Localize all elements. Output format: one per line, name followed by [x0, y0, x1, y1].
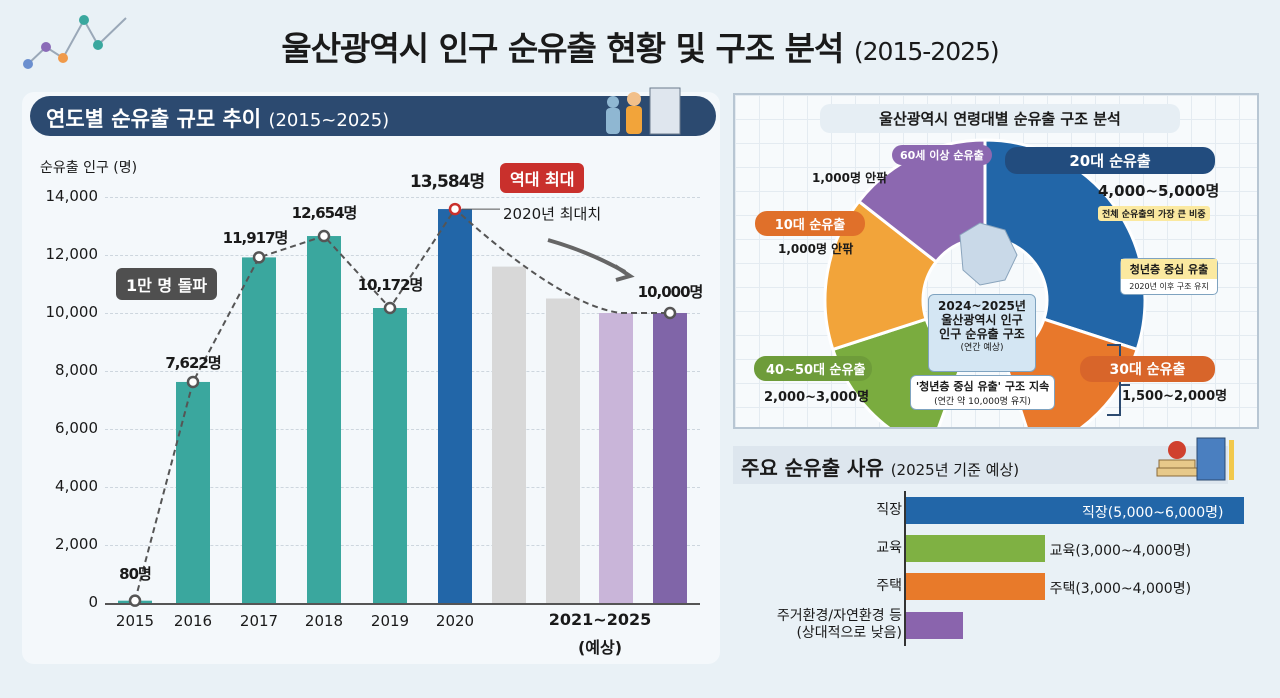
- value-60plus: 1,000명 안팎: [812, 171, 888, 185]
- donut-segment: [823, 199, 939, 352]
- grid-line: [105, 603, 700, 605]
- value-20s: 4,000~5,000명: [1098, 182, 1220, 200]
- forecast-label: 2021~2025: [548, 610, 652, 629]
- people-building-icon: [606, 87, 681, 135]
- grid-line: [105, 487, 700, 488]
- x-tick-label: 2018: [304, 612, 344, 630]
- reason-value: 교육(3,000~4,000명): [1049, 543, 1192, 559]
- x-tick-label: 2019: [370, 612, 410, 630]
- x-tick-label: 2016: [173, 612, 213, 630]
- data-label: 10,000명: [637, 283, 704, 301]
- center-line: 2024~2025년: [938, 299, 1026, 313]
- youth-main: 청년층 중심 유출: [1121, 259, 1217, 279]
- max-badge: 역대 최대: [500, 163, 585, 193]
- data-label: 13,584명: [409, 172, 485, 193]
- reason-sublabel: (상대적으로 낮음): [796, 625, 902, 641]
- pill-40-50s: 40~50대 순유출: [754, 356, 872, 381]
- reasons-header: 주요 순유출 사유 (2025년 기준 예상): [733, 446, 1228, 484]
- page-title: 울산광역시 인구 순유출 현황 및 구조 분석 (2015-2025): [0, 22, 1280, 70]
- data-label: 7,622명: [165, 353, 221, 372]
- center-summary: 2024~2025년 울산광역시 인구 인구 순유출 구조 (연간 예상): [928, 294, 1036, 372]
- data-label: 80명: [119, 564, 152, 583]
- trend-section-header: 연도별 순유출 규모 추이 (2015~2025): [30, 96, 716, 136]
- y-tick-label: 4,000: [55, 477, 98, 495]
- y-tick-label: 0: [88, 593, 98, 611]
- section-title: 연도별 순유출 규모 추이: [46, 107, 262, 131]
- max-note: 2020년 최대치: [503, 205, 602, 223]
- donut-segment: [856, 138, 987, 264]
- center-note-main: '청년층 중심 유출' 구조 지속: [915, 380, 1050, 393]
- note-20s: 전체 순유출의 가장 큰 비중: [1098, 206, 1210, 221]
- books-apple-icon: [1156, 437, 1234, 481]
- grid-line: [105, 197, 700, 198]
- section-years: (2015~2025): [268, 110, 390, 131]
- reason-label: 직장: [876, 502, 902, 518]
- data-label: 11,917명: [222, 229, 289, 248]
- milestone-callout: 1만 명 돌파: [116, 268, 218, 300]
- center-line: (연간 예상): [960, 343, 1004, 353]
- x-tick-label: 2017: [239, 612, 279, 630]
- value-30s: 1,500~2,000명: [1122, 389, 1228, 404]
- x-tick-label: 2020: [435, 612, 475, 630]
- grid-line: [105, 313, 700, 314]
- y-tick-label: 2,000: [55, 535, 98, 553]
- value-40-50s: 2,000~3,000명: [764, 390, 870, 405]
- y-tick-label: 10,000: [45, 303, 99, 321]
- reasons-title: 주요 순유출 사유: [741, 456, 884, 480]
- age-structure-title: 울산광역시 연령대별 순유출 구조 분석: [820, 104, 1180, 133]
- y-tick-label: 6,000: [55, 419, 98, 437]
- youth-sub: 2020년 이후 구조 유지: [1129, 282, 1209, 291]
- y-axis-label: 순유출 인구 (명): [40, 160, 138, 176]
- title-text: 울산광역시 인구 순유출 현황 및 구조 분석: [281, 29, 844, 68]
- grid-line: [105, 255, 700, 256]
- reason-value: 주택(3,000~4,000명): [1049, 581, 1192, 597]
- reason-bar: [906, 535, 1045, 562]
- youth-callout: 청년층 중심 유출 2020년 이후 구조 유지: [1120, 258, 1218, 295]
- data-label: 10,172명: [357, 276, 424, 294]
- pill-60plus: 60세 이상 순유출: [892, 145, 992, 165]
- reason-label: 주택: [876, 578, 902, 594]
- data-label: 12,654명: [291, 204, 358, 223]
- reasons-axis: [904, 491, 906, 646]
- center-note-sub: (연간 약 10,000명 유지): [934, 397, 1031, 407]
- pill-30s: 30대 순유출: [1080, 356, 1215, 382]
- pill-20s: 20대 순유출: [1005, 147, 1215, 174]
- trend-line-icon: [23, 15, 127, 69]
- y-tick-label: 8,000: [55, 361, 98, 379]
- value-10s: 1,000명 안팎: [778, 242, 854, 256]
- reasons-subtitle: (2025년 기준 예상): [890, 461, 1020, 479]
- title-years: (2015-2025): [853, 37, 1000, 66]
- reason-label: 교육: [876, 540, 902, 556]
- pill-10s: 10대 순유출: [755, 211, 865, 236]
- reason-bar: [906, 573, 1045, 600]
- x-tick-label: 2015: [115, 612, 155, 630]
- center-note: '청년층 중심 유출' 구조 지속 (연간 약 10,000명 유지): [910, 375, 1055, 410]
- reason-bar: [906, 612, 964, 639]
- center-line: 인구 순유출 구조: [939, 327, 1025, 341]
- reason-bar: [906, 497, 1244, 524]
- forecast-sub: (예상): [577, 638, 623, 657]
- grid-line: [105, 429, 700, 430]
- y-tick-label: 12,000: [45, 245, 99, 263]
- grid-line: [105, 545, 700, 546]
- reason-value: 직장(5,000~6,000명): [1082, 505, 1224, 521]
- reason-label: 주거환경/자연환경 등: [776, 608, 902, 624]
- center-line: 울산광역시 인구: [941, 313, 1023, 327]
- y-tick-label: 14,000: [45, 187, 99, 205]
- ulsan-map-icon: [959, 222, 1018, 286]
